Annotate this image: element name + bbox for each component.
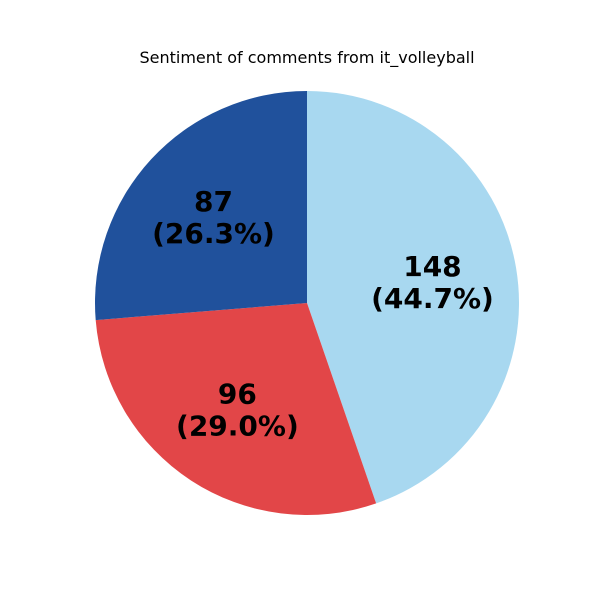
slice-label-1: 96 (29.0%): [176, 377, 299, 442]
pie-slices: [95, 91, 520, 515]
slice-label-2: 87 (26.3%): [152, 185, 275, 250]
chart-title: Sentiment of comments from it_volleyball: [139, 48, 475, 67]
pie-slice-0: [307, 91, 520, 504]
pie-slice-1: [95, 303, 377, 515]
slice-label-0: 148 (44.7%): [371, 250, 494, 315]
pie-slice-2: [95, 91, 307, 321]
pie-labels: 148 (44.7%) 96 (29.0%) 87 (26.3%): [152, 185, 494, 443]
